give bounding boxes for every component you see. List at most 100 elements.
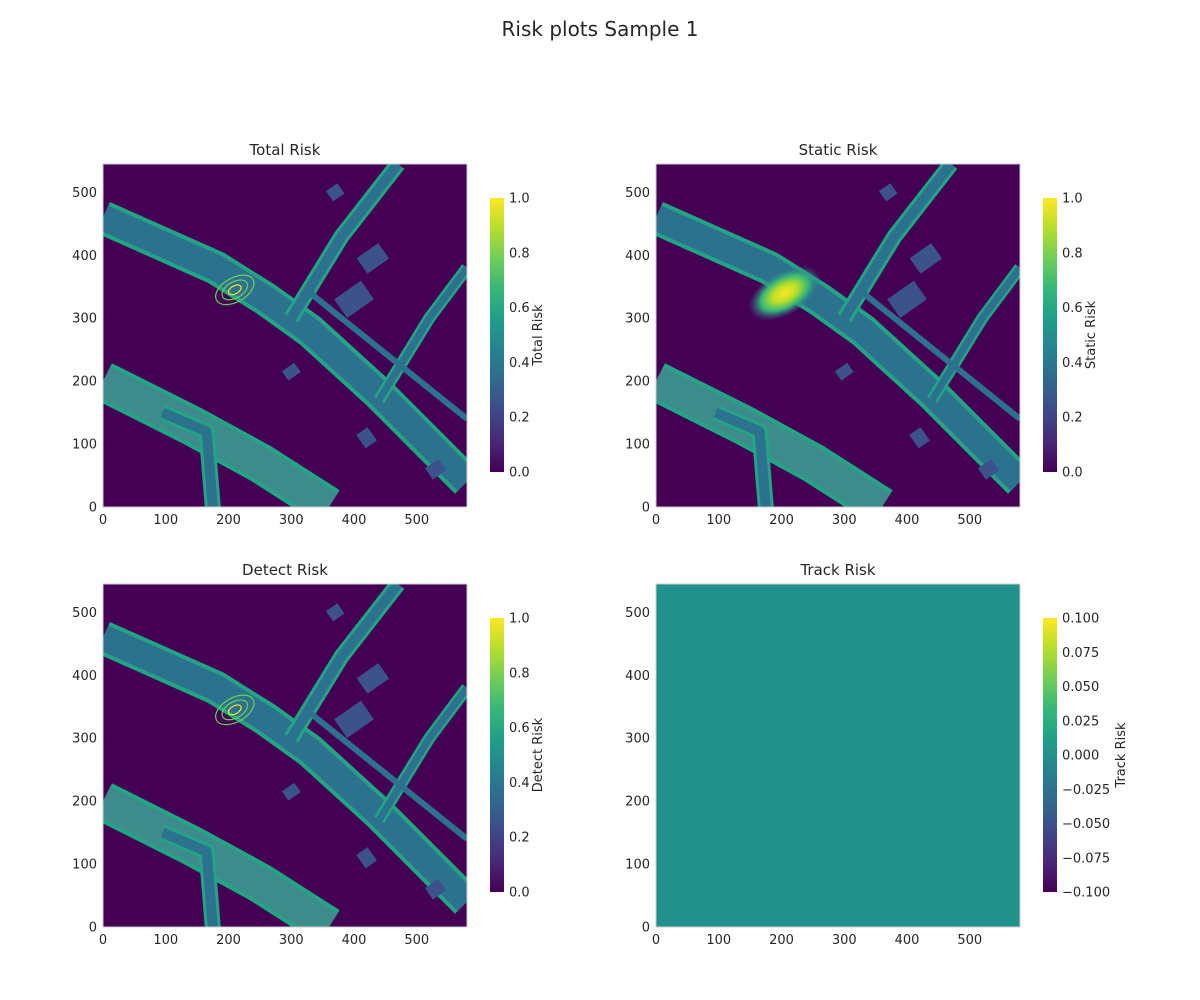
x-tick-label: 200 [216,933,241,948]
colorbar-tick-label: 0.050 [1062,680,1099,695]
heatmap [103,164,467,507]
x-tick-label: 0 [652,513,660,528]
colorbar-tick-label: −0.075 [1062,851,1110,866]
heatmap [656,584,1020,927]
axes-frame [655,583,1021,928]
x-tick-label: 200 [769,513,794,528]
colorbar-tick-label: −0.050 [1062,817,1110,832]
building [325,183,345,202]
ramp [713,408,771,507]
colorbar-tick-label: 0.075 [1062,646,1099,661]
y-tick-label: 100 [625,858,650,873]
heatmap-background [103,164,467,507]
x-tick-label: 500 [404,933,429,948]
colorbar-tick-label: 0.6 [509,301,530,316]
colorbar-tick-label: 0.6 [1062,301,1083,316]
y-tick-label: 300 [72,732,97,747]
x-tick-label: 400 [342,513,367,528]
building [424,458,447,480]
road-east [929,265,1020,402]
x-tick-label: 400 [895,933,920,948]
x-tick-label: 300 [279,513,304,528]
building [424,878,447,900]
colorbar-label: Total Risk [531,304,546,367]
road-lower [656,366,891,507]
building [909,243,943,274]
colorbar-tick-label: 0.8 [509,666,530,681]
x-tick-label: 100 [706,513,731,528]
y-tick-label: 300 [72,312,97,327]
colorbar-gradient [1043,198,1057,472]
building [334,280,374,318]
y-tick-label: 300 [625,732,650,747]
x-tick-label: 0 [99,513,107,528]
x-tick-label: 300 [279,933,304,948]
risk-hotspot-ring [227,704,242,716]
building [878,183,898,202]
building [834,362,854,381]
risk-hotspot-ring [215,694,255,726]
building [356,663,390,694]
x-tick-label: 300 [832,933,857,948]
building [281,782,301,801]
ramp [160,408,218,507]
colorbar-gradient [1043,618,1057,892]
colorbar-tick-label: 0.0 [509,886,530,901]
y-tick-label: 100 [72,438,97,453]
panel-static-risk: Static Risk 0 100 200 300 400 500 0 100 200 300 400… [625,141,1099,528]
y-tick-label: 500 [72,606,97,621]
building [325,603,345,622]
x-tick-label: 200 [216,513,241,528]
road-east [376,265,467,402]
colorbar-label: Static Risk [1084,300,1099,369]
heatmap-background [103,584,467,927]
colorbar-tick-label: 0.2 [1062,411,1083,426]
x-tick-label: 0 [99,933,107,948]
colorbar: 0.0 0.2 0.4 0.6 0.8 1.0 Static Risk [1043,192,1099,481]
building [977,458,1000,480]
x-tick-label: 0 [652,933,660,948]
panel-detect-risk: Detect Risk 0 100 200 300 400 500 0 100 200 300 400… [72,561,546,948]
panel-title: Total Risk [249,141,321,159]
axes-frame [102,583,468,928]
x-tick-label: 400 [895,513,920,528]
building [281,362,301,381]
colorbar-gradient [490,198,504,472]
x-tick-label: 500 [957,513,982,528]
y-tick-label: 100 [625,438,650,453]
colorbar-label: Detect Risk [531,717,546,792]
x-tick-label: 100 [706,933,731,948]
building [887,280,927,318]
y-tick-label: 500 [72,186,97,201]
x-tick-label: 100 [153,513,178,528]
road-cross [308,290,467,422]
colorbar-tick-label: 1.0 [1062,192,1083,207]
x-tick-label: 100 [153,933,178,948]
risk-hotspot-ring [221,279,249,301]
road-north [840,164,955,321]
x-tick-label: 300 [832,513,857,528]
colorbar-tick-label: 1.0 [509,192,530,207]
building [356,427,377,449]
risk-hotspot [748,265,822,321]
colorbar-tick-label: −0.025 [1062,783,1110,798]
y-tick-label: 500 [625,186,650,201]
figure-title: Risk plots Sample 1 [502,17,699,41]
y-tick-label: 500 [625,606,650,621]
colorbar-tick-label: 0.4 [509,776,530,791]
building [356,243,390,274]
risk-hotspot-ring [215,274,255,306]
panel-title: Track Risk [799,561,875,579]
colorbar-tick-label: 0.8 [509,246,530,261]
colorbar-tick-label: 0.2 [509,411,530,426]
colorbar-tick-label: 0.025 [1062,714,1099,729]
building [909,427,930,449]
panel-title: Detect Risk [242,561,328,579]
ramp [160,828,218,927]
heatmap-fill [656,584,1020,927]
colorbar-tick-label: 0.100 [1062,612,1099,627]
heatmap-background [656,164,1020,507]
y-tick-label: 100 [72,858,97,873]
panel-total-risk: Total Risk 0 100 200 300 400 500 0 100 200 300 400 5… [72,141,546,528]
colorbar-tick-label: 0.2 [509,831,530,846]
